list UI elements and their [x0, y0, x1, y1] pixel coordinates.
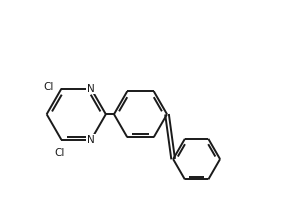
Text: N: N	[87, 135, 95, 145]
Text: Cl: Cl	[43, 82, 53, 92]
Text: Cl: Cl	[54, 148, 65, 158]
Text: N: N	[87, 84, 95, 94]
